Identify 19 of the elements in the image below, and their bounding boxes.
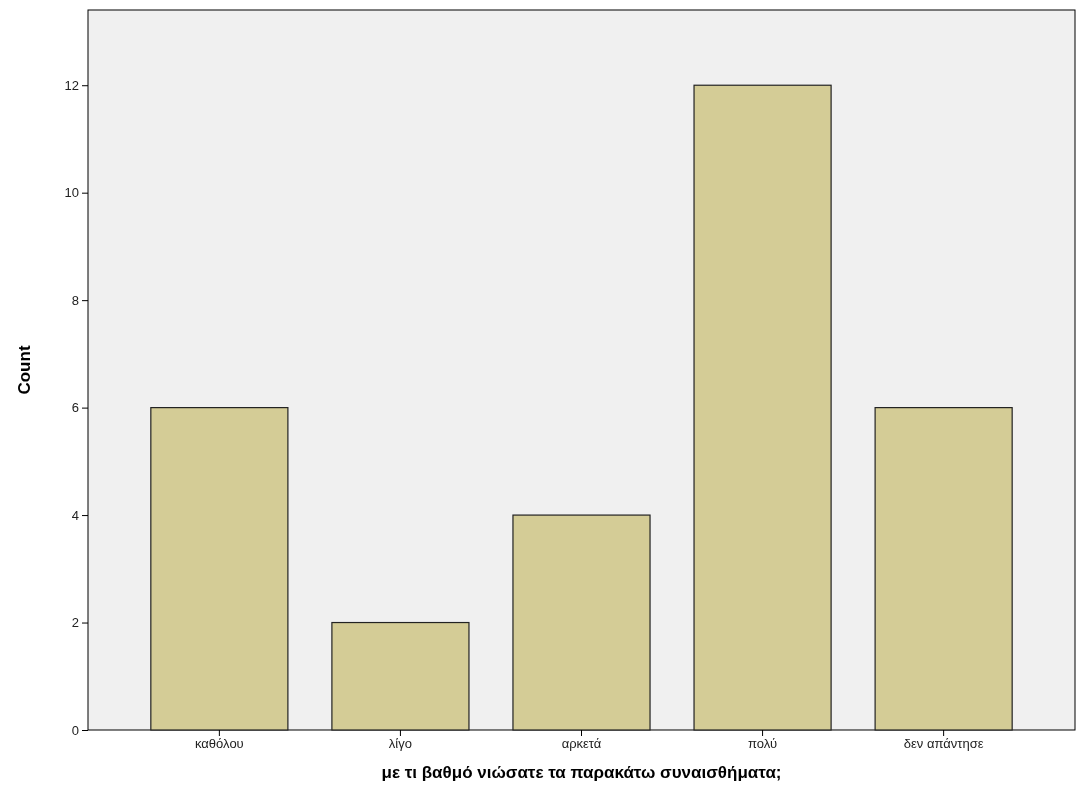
x-tick-label: καθόλου xyxy=(195,736,244,752)
x-tick-label: αρκετά xyxy=(561,736,602,752)
bar xyxy=(331,621,470,731)
y-tick-label: 6 xyxy=(71,400,79,416)
x-tick-label: δεν απάντησε xyxy=(903,736,984,752)
x-tick-label: πολύ xyxy=(748,736,778,752)
y-axis-title: Count xyxy=(15,345,34,395)
bar xyxy=(512,514,651,731)
y-tick-label: 10 xyxy=(64,185,79,201)
y-tick-label: 8 xyxy=(71,292,79,308)
y-tick-label: 0 xyxy=(71,722,79,738)
y-tick-label: 4 xyxy=(71,507,79,523)
x-tick-label: λίγο xyxy=(388,736,412,752)
bar xyxy=(874,407,1013,731)
bar xyxy=(693,84,832,731)
y-tick-label: 12 xyxy=(64,77,79,93)
bar xyxy=(150,407,289,731)
y-tick-label: 2 xyxy=(71,615,79,631)
x-axis-title: με τι βαθμό νιώσατε τα παρακάτω συναισθήματα; xyxy=(381,763,782,782)
